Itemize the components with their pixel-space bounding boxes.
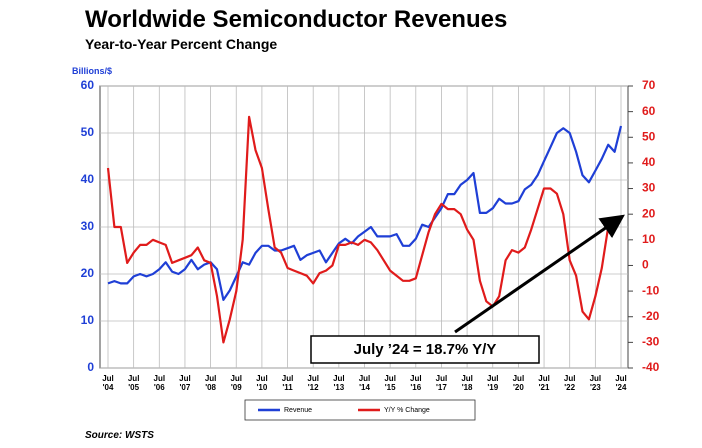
y2-tick-label: 10 — [642, 232, 656, 246]
x-tick-label: Jul '24 — [615, 374, 627, 392]
x-tick-label: Jul '10 — [256, 374, 268, 392]
x-tick-label: Jul '18 — [461, 374, 473, 392]
y-tick-label: 40 — [81, 172, 95, 186]
y-tick-label: 10 — [81, 313, 95, 327]
x-tick-label: Jul '09 — [230, 374, 243, 392]
title: Worldwide Semiconductor Revenues — [85, 6, 508, 33]
legend-label: Y/Y % Change — [384, 407, 430, 414]
x-tick-label: Jul '23 — [589, 374, 602, 392]
x-tick-label: Jul '22 — [563, 374, 576, 392]
y-tick-label: 20 — [81, 266, 95, 280]
x-tick-label: Jul '04 — [102, 374, 114, 392]
x-tick-label: Jul '21 — [538, 374, 550, 392]
y-tick-label: 50 — [81, 125, 95, 139]
x-tick-label: Jul '12 — [307, 374, 319, 392]
arrow — [454, 214, 625, 334]
x-tick-label: Jul '08 — [204, 374, 217, 392]
y2-tick-label: 60 — [642, 104, 656, 118]
x-tick-label: Jul '06 — [153, 374, 166, 392]
y2-tick-label: 40 — [642, 155, 656, 169]
x-tick-label: Jul '17 — [435, 374, 448, 392]
series-line — [107, 125, 623, 301]
x-tick-label: Jul '19 — [486, 374, 499, 392]
x-tick-label: Jul '07 — [179, 374, 191, 392]
y2-tick-label: 20 — [642, 206, 656, 220]
x-tick-label: Jul '20 — [512, 374, 525, 392]
x-tick-label: Jul '05 — [127, 374, 140, 392]
subtitle: Year-to-Year Percent Change — [85, 36, 278, 52]
y-tick-label: 0 — [87, 360, 94, 374]
annotation: July ’24 = 18.7% Y/Y — [354, 341, 497, 358]
y-tick-label: 60 — [81, 78, 95, 92]
y2-tick-label: 0 — [642, 258, 649, 272]
annotation-box — [310, 335, 540, 364]
y-axis-label: Billions/$ — [72, 66, 113, 76]
y2-tick-label: -30 — [642, 335, 660, 349]
y2-tick-label: -40 — [642, 360, 660, 374]
x-tick-label: Jul '14 — [358, 374, 371, 392]
y2-tick-label: 70 — [642, 78, 656, 92]
series-line — [106, 115, 622, 344]
legend-label: Revenue — [284, 407, 312, 414]
y-tick-label: 30 — [81, 219, 95, 233]
x-tick-label: Jul '16 — [410, 374, 422, 392]
y2-tick-label: 30 — [642, 181, 656, 195]
x-tick-label: Jul '11 — [281, 374, 294, 392]
y2-tick-label: -10 — [642, 283, 660, 297]
y2-tick-label: 50 — [642, 129, 656, 143]
x-tick-label: Jul '15 — [384, 374, 396, 392]
y2-tick-label: -20 — [642, 309, 660, 323]
source: Source: WSTS — [85, 430, 154, 441]
x-tick-label: Jul '13 — [333, 374, 345, 392]
